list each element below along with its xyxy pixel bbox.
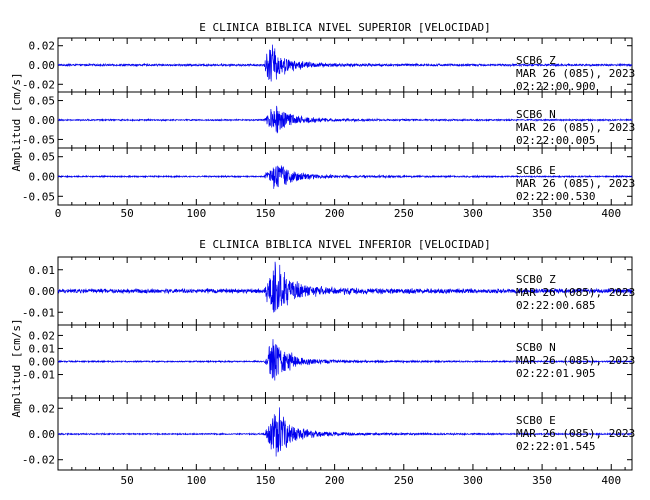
top-figure-title: E CLINICA BIBLICA NIVEL SUPERIOR [VELOCI…: [199, 21, 490, 34]
x-tick-label: 150: [256, 207, 276, 220]
trace-time-label: 02:22:00.005: [516, 134, 595, 147]
y-tick-label: 0.00: [29, 428, 56, 441]
x-tick-label: 0: [55, 207, 62, 220]
y-tick-label: 0.02: [29, 329, 56, 342]
x-axis-tick-labels: 0 50 100 150 200 250 300 350 400: [55, 207, 622, 220]
x-tick-label: 50: [121, 207, 134, 220]
y-tick-label: 0.00: [29, 59, 56, 72]
bottom-figure-title: E CLINICA BIBLICA NIVEL INFERIOR [VELOCI…: [199, 238, 490, 251]
x-tick-label: 200: [325, 207, 345, 220]
trace-time-label: 02:22:00.900: [516, 80, 595, 93]
x-tick-label: 50: [121, 474, 134, 487]
station-component-label: SCB6 E: [516, 164, 556, 177]
trace-date-label: MAR 26 (085), 2023: [516, 121, 635, 134]
seismic-trace-line: [57, 165, 633, 189]
station-component-label: SCB0 N: [516, 341, 556, 354]
trace-date-label: MAR 26 (085), 2023: [516, 177, 635, 190]
trace-date-label: MAR 26 (085), 2023: [516, 427, 635, 440]
x-tick-label: 100: [186, 207, 206, 220]
y-tick-label: -0.01: [22, 369, 55, 382]
trace-time-label: 02:22:00.685: [516, 299, 595, 312]
y-tick-label: 0.00: [29, 356, 56, 369]
station-component-label: SCB0 Z: [516, 273, 556, 286]
x-tick-label: 150: [256, 474, 276, 487]
y-tick-label: 0.05: [29, 95, 56, 108]
bottom-y-axis-label: Amplitud [cm/s]: [10, 318, 23, 417]
trace-time-label: 02:22:01.905: [516, 367, 595, 380]
x-tick-label: 250: [394, 207, 414, 220]
trace-date-label: MAR 26 (085), 2023: [516, 67, 635, 80]
x-tick-label: 300: [463, 474, 483, 487]
x-tick-label: 100: [186, 474, 206, 487]
y-tick-label: 0.00: [29, 285, 56, 298]
seismic-trace-line: [57, 44, 633, 82]
y-tick-label: 0.02: [29, 402, 56, 415]
y-tick-label: -0.02: [22, 78, 55, 91]
seismic-trace-line: [57, 261, 633, 313]
x-tick-label: 250: [394, 474, 414, 487]
x-tick-label: 350: [532, 207, 552, 220]
seismic-trace-line: [57, 105, 633, 134]
y-tick-label: -0.05: [22, 190, 55, 203]
x-tick-label: 300: [463, 207, 483, 220]
y-tick-label: 0.01: [29, 264, 56, 277]
y-tick-label: 0.00: [29, 171, 56, 184]
y-tick-label: 0.02: [29, 40, 56, 53]
x-tick-label: 400: [601, 474, 621, 487]
trace-date-label: MAR 26 (085), 2023: [516, 354, 635, 367]
station-component-label: SCB6 N: [516, 108, 556, 121]
seismic-trace-line: [57, 339, 633, 381]
seismic-trace-line: [57, 407, 633, 457]
x-tick-label: 400: [601, 207, 621, 220]
y-tick-label: 0.00: [29, 114, 56, 127]
x-tick-label: 350: [532, 474, 552, 487]
trace-time-label: 02:22:00.530: [516, 190, 595, 203]
y-tick-label: 0.01: [29, 342, 56, 355]
top-y-axis-label: Amplitud [cm/s]: [10, 72, 23, 171]
y-tick-label: 0.05: [29, 151, 56, 164]
x-axis-tick-labels: 50 100 150 200 250 300 350 400: [121, 474, 622, 487]
trace-date-label: MAR 26 (085), 2023: [516, 286, 635, 299]
y-tick-label: -0.02: [22, 454, 55, 467]
y-tick-label: -0.01: [22, 306, 55, 319]
y-tick-label: -0.05: [22, 133, 55, 146]
x-tick-label: 200: [325, 474, 345, 487]
station-component-label: SCB0 E: [516, 414, 556, 427]
trace-time-label: 02:22:01.545: [516, 440, 595, 453]
station-component-label: SCB6 Z: [516, 54, 556, 67]
